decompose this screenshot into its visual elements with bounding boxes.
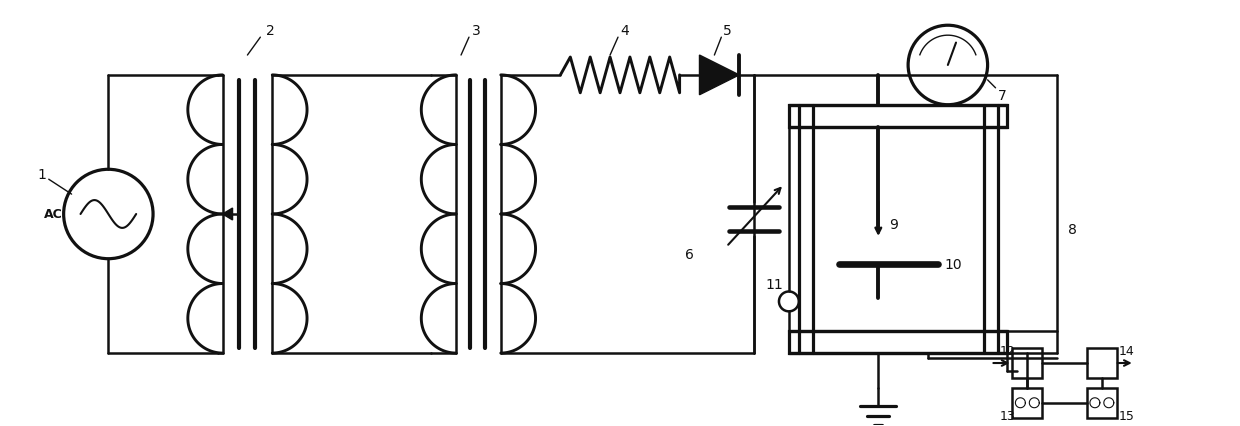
Text: 12: 12	[999, 344, 1016, 357]
Text: 15: 15	[1118, 409, 1135, 422]
Text: 2: 2	[265, 24, 275, 38]
Text: 6: 6	[686, 247, 694, 261]
Text: 9: 9	[889, 217, 898, 231]
Text: 13: 13	[999, 409, 1016, 422]
Text: 5: 5	[723, 24, 732, 38]
Text: 1: 1	[37, 168, 46, 182]
Bar	[789, 331, 1007, 353]
Text: 8: 8	[1068, 222, 1076, 236]
Text: 4: 4	[620, 24, 630, 38]
Bar	[1012, 388, 1043, 417]
Text: 10: 10	[944, 257, 962, 271]
Bar	[1087, 388, 1117, 417]
Text: 14: 14	[1118, 344, 1135, 357]
Bar	[1087, 348, 1117, 378]
Polygon shape	[223, 209, 233, 220]
Text: 11: 11	[765, 277, 782, 291]
Text: AC: AC	[45, 208, 63, 221]
Bar	[1012, 348, 1043, 378]
Bar	[789, 106, 1007, 127]
Text: 7: 7	[998, 89, 1007, 103]
Polygon shape	[699, 56, 739, 95]
Text: 3: 3	[471, 24, 480, 38]
